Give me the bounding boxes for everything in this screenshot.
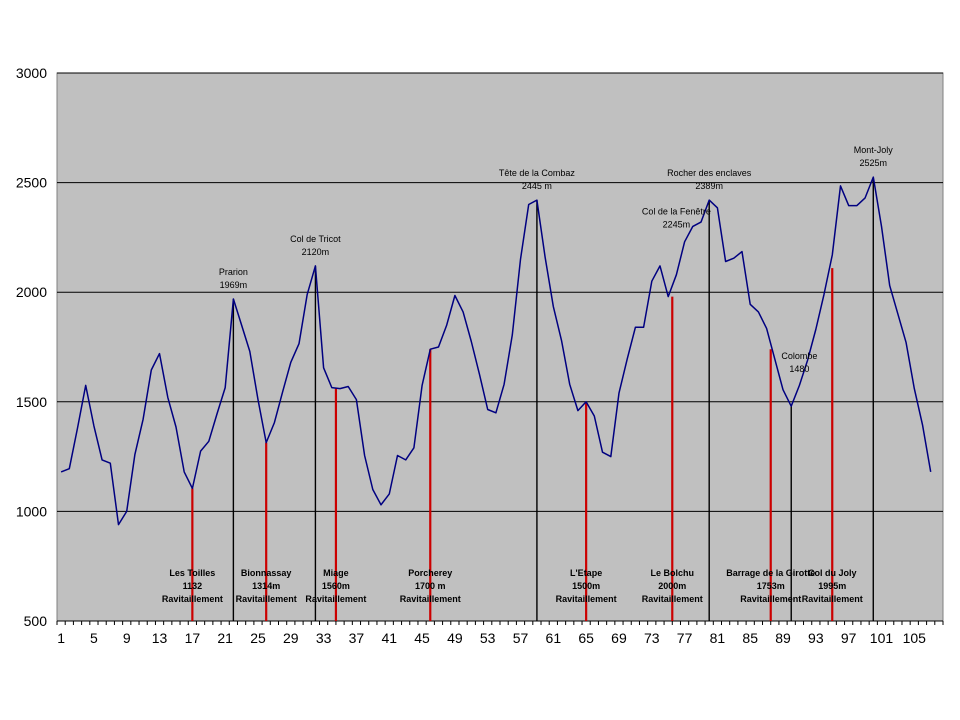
point-label: 1480: [789, 364, 809, 374]
x-tick-label: 1: [57, 630, 65, 646]
summit-label: 2445 m: [522, 181, 552, 191]
aid-station-label: Barrage de la Girotte: [726, 568, 815, 578]
summit-label: 1969m: [220, 280, 248, 290]
aid-station-label: Bionnassay: [241, 568, 292, 578]
x-tick-label: 85: [742, 630, 758, 646]
x-tick-label: 69: [611, 630, 627, 646]
y-tick-label: 2000: [16, 284, 47, 300]
y-tick-label: 2500: [16, 175, 47, 191]
aid-station-label: Ravitaillement: [236, 594, 297, 604]
x-tick-label: 53: [480, 630, 496, 646]
aid-station-label: Le Bolchu: [651, 568, 695, 578]
summit-label: Rocher des enclaves: [667, 168, 752, 178]
x-tick-label: 81: [710, 630, 726, 646]
x-tick-label: 17: [185, 630, 201, 646]
x-tick-label: 45: [414, 630, 430, 646]
x-tick-label: 21: [217, 630, 233, 646]
summit-label: 2120m: [302, 247, 330, 257]
x-tick-label: 5: [90, 630, 98, 646]
summit-label: Prarion: [219, 267, 248, 277]
x-tick-label: 41: [381, 630, 397, 646]
x-tick-label: 49: [447, 630, 463, 646]
summit-label: Mont-Joly: [854, 145, 894, 155]
aid-station-label: 1753m: [757, 581, 785, 591]
aid-station-label: Ravitaillement: [400, 594, 461, 604]
x-tick-label: 9: [123, 630, 131, 646]
aid-station-label: Ravitaillement: [642, 594, 703, 604]
x-tick-label: 73: [644, 630, 660, 646]
x-tick-label: 61: [546, 630, 562, 646]
aid-station-label: Ravitaillement: [162, 594, 223, 604]
y-tick-label: 1000: [16, 503, 47, 519]
x-tick-label: 29: [283, 630, 299, 646]
aid-station-label: 1995m: [818, 581, 846, 591]
x-tick-label: 13: [152, 630, 168, 646]
point-label: 2245m: [663, 220, 691, 230]
aid-station-label: Ravitaillement: [556, 594, 617, 604]
aid-station-label: 1132: [183, 581, 203, 591]
aid-station-label: Porcherey: [408, 568, 452, 578]
x-tick-label: 65: [578, 630, 594, 646]
point-label: Col de la Fenêtre: [642, 207, 711, 217]
aid-station-label: Col du Joly: [808, 568, 857, 578]
x-tick-label: 93: [808, 630, 824, 646]
aid-station-label: Ravitaillement: [802, 594, 863, 604]
x-tick-label: 37: [349, 630, 365, 646]
x-tick-label: 105: [903, 630, 927, 646]
aid-station-label: L'Etape: [570, 568, 602, 578]
summit-label: 2525m: [860, 158, 888, 168]
summit-label: Tête de la Combaz: [499, 168, 576, 178]
aid-station-label: Ravitaillement: [740, 594, 801, 604]
x-tick-label: 97: [841, 630, 857, 646]
aid-station-label: Miage: [323, 568, 349, 578]
aid-station-label: 1500m: [572, 581, 600, 591]
elevation-line: [60, 176, 932, 526]
aid-station-label: 1314m: [252, 581, 280, 591]
plot-area: [56, 72, 944, 622]
x-tick-label: 77: [677, 630, 693, 646]
x-tick-label: 33: [316, 630, 332, 646]
aid-station-label: 2000m: [658, 581, 686, 591]
y-tick-label: 3000: [16, 65, 47, 81]
x-tick-label: 89: [775, 630, 791, 646]
summit-label: Col de Tricot: [290, 234, 341, 244]
x-tick-label: 57: [513, 630, 529, 646]
aid-station-label: 1560m: [322, 581, 350, 591]
aid-station-label: 1700 m: [415, 581, 446, 591]
x-tick-label: 101: [870, 630, 894, 646]
summit-label: 2389m: [695, 181, 723, 191]
y-tick-label: 500: [24, 613, 48, 629]
y-tick-label: 1500: [16, 394, 47, 410]
aid-station-label: Ravitaillement: [305, 594, 366, 604]
point-label: Colombe: [781, 351, 817, 361]
x-tick-label: 25: [250, 630, 266, 646]
aid-station-label: Les Toilles: [169, 568, 215, 578]
